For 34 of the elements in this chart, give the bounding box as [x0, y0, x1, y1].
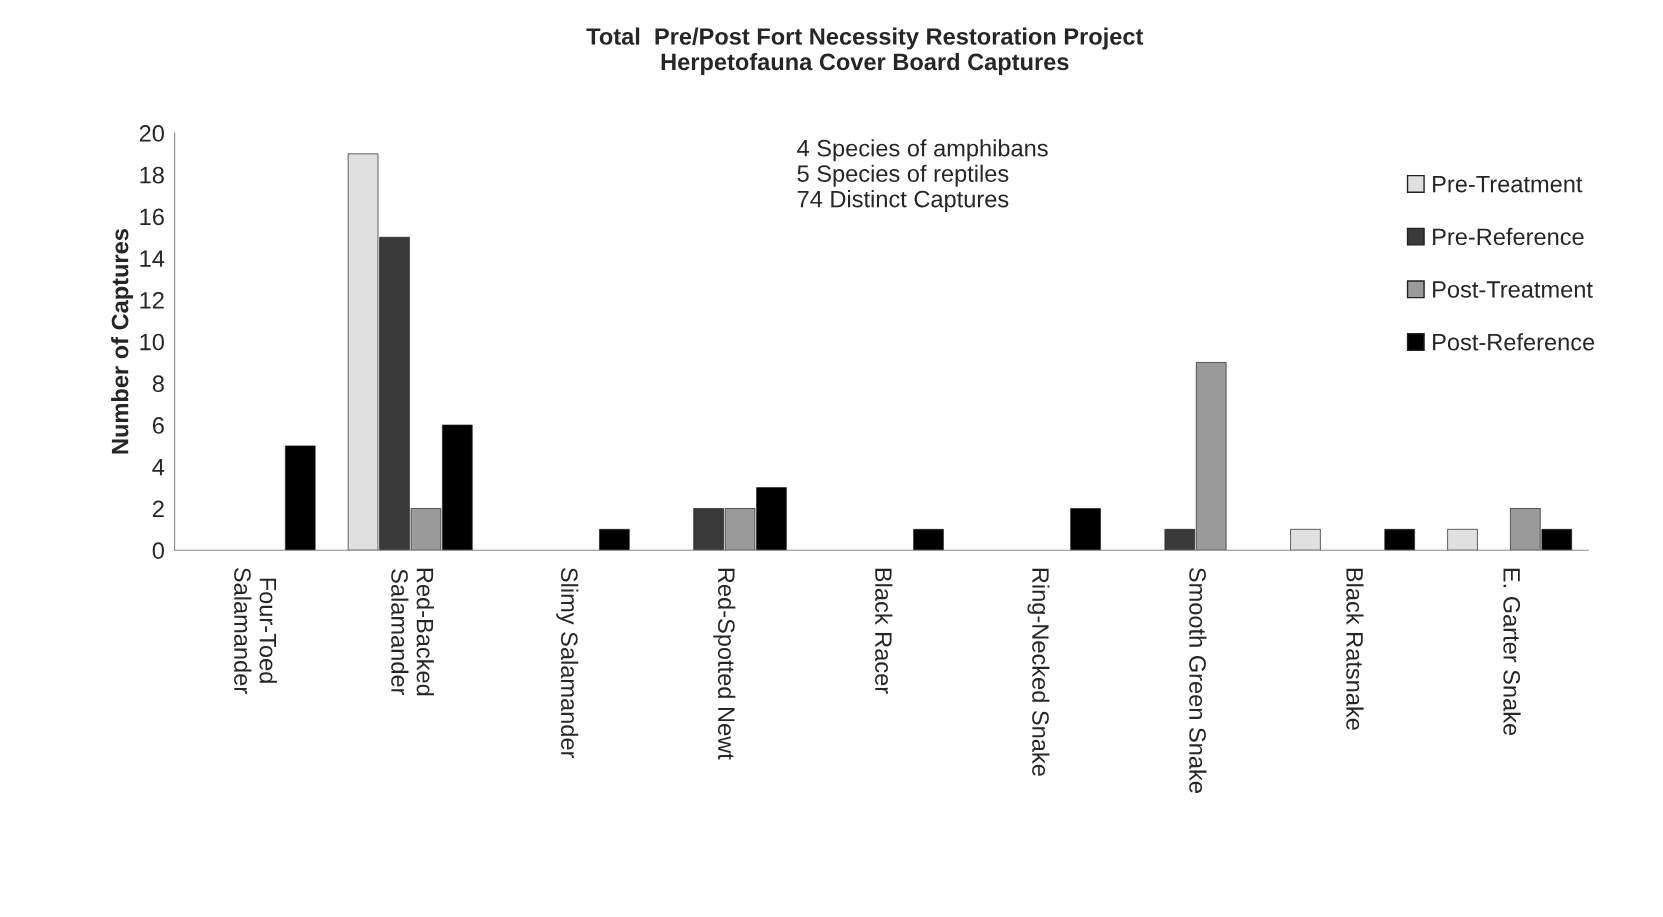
x-tick-label: E. Garter Snake [1503, 568, 1521, 736]
x-tick-label: Red-Backed Salamander [391, 568, 434, 696]
x-tick-label: Black Ratsnake [1346, 568, 1364, 730]
bar [1290, 528, 1321, 551]
y-tick-label: 2 [152, 500, 164, 518]
bar [599, 528, 630, 551]
chart-title: Total Pre/Post Fort Necessity Restoration Project Herpetofauna Cover Board Captures [586, 27, 1144, 75]
x-tick-label: Black Racer [875, 568, 893, 694]
x-tick-label: Four-Toed Salamander [234, 567, 277, 694]
bar [1447, 528, 1478, 551]
bar [284, 445, 316, 551]
x-tick-label: Red-Spotted Newt [713, 568, 736, 760]
bar [1070, 508, 1101, 551]
y-tick-label: 6 [152, 417, 164, 434]
bar [913, 528, 944, 551]
y-tick-label: 0 [152, 542, 164, 559]
legend-label: Post-Reference [1433, 333, 1595, 351]
annotation: 4 Species of amphibans 5 Species of reptiles 74 Distinct Captures [797, 139, 1048, 213]
y-tick-label: 20 [139, 125, 164, 142]
bar [1384, 528, 1415, 551]
y-tick-label: 4 [152, 459, 165, 476]
y-tick-label: 18 [140, 166, 164, 184]
legend-label: Post-Treatment [1433, 281, 1593, 298]
x-tick-label: Smooth Green Snake [1189, 567, 1207, 793]
y-tick-label: 16 [140, 208, 164, 226]
x-tick-label: Slimy Salamander [556, 567, 579, 759]
y-axis-title: Number of Captures [111, 229, 134, 454]
legend-label: Pre-Treatment [1433, 175, 1583, 193]
legend-label: Pre-Reference [1433, 227, 1584, 246]
x-tick-label: Ring-Necked Snake [1027, 568, 1050, 776]
y-tick-label: 8 [152, 375, 164, 393]
y-tick-label: 10 [140, 333, 164, 351]
y-tick-label: 12 [140, 291, 164, 309]
y-tick-label: 14 [140, 250, 165, 267]
